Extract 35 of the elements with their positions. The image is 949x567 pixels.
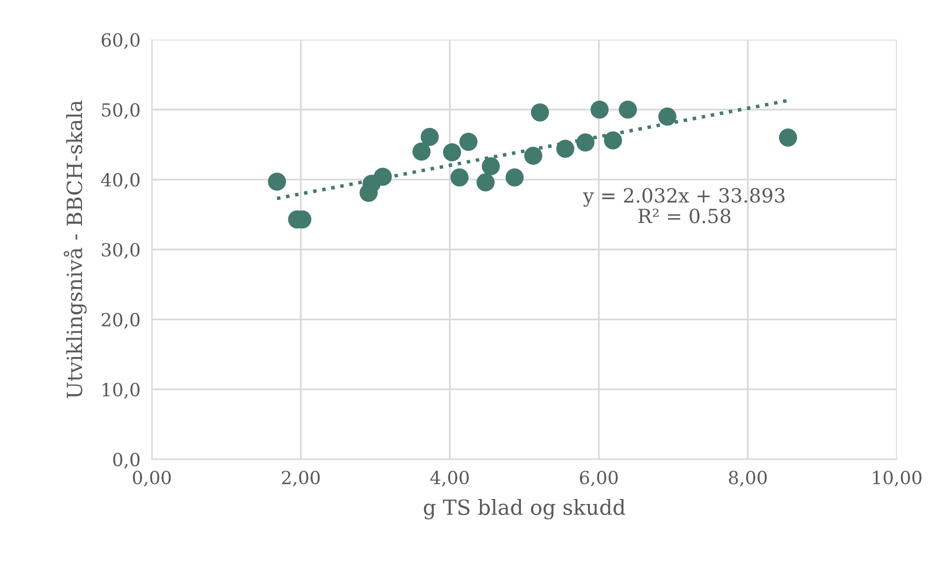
x-tick-label: 6,00 bbox=[580, 470, 618, 487]
y-tick-label: 30,0 bbox=[102, 242, 140, 259]
point bbox=[450, 168, 469, 187]
x-tick-label: 2,00 bbox=[282, 470, 320, 487]
point bbox=[420, 128, 439, 146]
point bbox=[604, 131, 622, 150]
y-tick-label: 20,0 bbox=[102, 312, 140, 329]
x-axis-title: g TS blad og skudd bbox=[424, 498, 626, 520]
point bbox=[443, 143, 462, 162]
y-tick-label: 60,0 bbox=[102, 33, 140, 50]
y-axis-title: Utviklingsnivå - BBCH-skala bbox=[64, 100, 87, 398]
point bbox=[506, 168, 524, 187]
point bbox=[482, 157, 500, 176]
y-tick-label: 40,0 bbox=[101, 173, 140, 189]
y-tick-label: 10,0 bbox=[102, 382, 140, 399]
point bbox=[459, 132, 478, 151]
point bbox=[524, 146, 542, 165]
point bbox=[374, 168, 392, 186]
x-tick-label: 8,00 bbox=[728, 470, 767, 487]
point bbox=[268, 172, 286, 191]
x-tick-label: 4,00 bbox=[430, 470, 469, 487]
y-tick-label: 50,0 bbox=[102, 103, 140, 119]
point bbox=[590, 100, 609, 119]
annotation: y = 2.032x + 33.893 R² = 0.58 bbox=[582, 188, 785, 224]
point bbox=[576, 133, 594, 152]
x-tick-label: 10,00 bbox=[873, 470, 922, 487]
y-tick-label: 0,0 bbox=[113, 452, 140, 469]
point bbox=[778, 128, 798, 147]
point bbox=[476, 173, 495, 192]
point bbox=[412, 142, 431, 161]
point bbox=[618, 100, 637, 119]
point bbox=[658, 108, 676, 126]
point bbox=[530, 103, 550, 122]
point bbox=[556, 140, 574, 158]
x-tick-label: 0,00 bbox=[132, 470, 171, 487]
